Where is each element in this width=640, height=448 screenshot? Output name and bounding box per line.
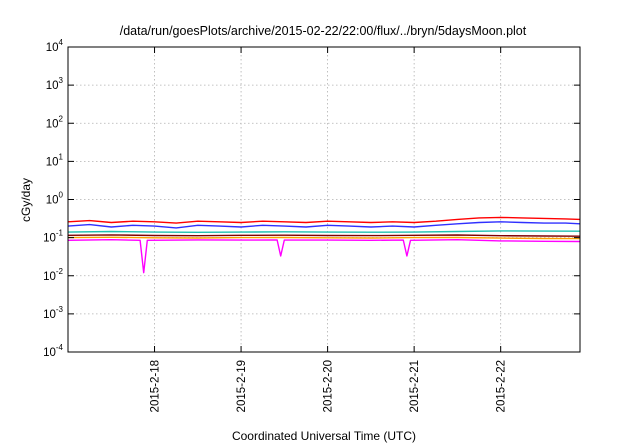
y-tick-label: 104 xyxy=(46,38,64,54)
x-tick-label: 2015-2-21 xyxy=(409,360,421,412)
y-tick-label: 100 xyxy=(46,191,64,207)
x-tick-label: 2015-2-22 xyxy=(496,360,508,412)
y-axis-label: cGy/day xyxy=(19,178,33,222)
series-line-4 xyxy=(67,234,581,237)
y-tick-label: 10-2 xyxy=(43,267,63,283)
series-line-1 xyxy=(67,216,581,224)
x-axis-ticks: 2015-2-18 2015-2-19 2015-2-20 2015-2-21 2015… xyxy=(150,47,508,412)
chart-title: /data/run/goesPlots/archive/2015-02-22/2… xyxy=(120,24,527,38)
series-line-5 xyxy=(67,236,581,240)
x-tick-label: 2015-2-18 xyxy=(150,360,162,412)
y-axis-ticks: 10-4 10-3 10-2 10-1 100 101 102 103 104 xyxy=(43,38,580,359)
y-tick-label: 10-4 xyxy=(43,343,63,359)
series-line-6 xyxy=(67,239,581,274)
y-tick-label: 10-1 xyxy=(43,229,63,245)
grid-lines xyxy=(68,47,580,352)
x-axis-label: Coordinated Universal Time (UTC) xyxy=(232,429,416,443)
y-tick-label: 101 xyxy=(46,152,64,168)
series-group xyxy=(67,216,581,274)
x-tick-label: 2015-2-19 xyxy=(236,360,248,412)
y-tick-label: 102 xyxy=(46,114,64,130)
y-tick-label: 10-3 xyxy=(43,305,63,321)
series-line-2 xyxy=(67,221,581,229)
x-tick-label: 2015-2-20 xyxy=(323,360,335,412)
y-tick-label: 103 xyxy=(46,76,64,92)
series-line-3 xyxy=(67,230,581,233)
